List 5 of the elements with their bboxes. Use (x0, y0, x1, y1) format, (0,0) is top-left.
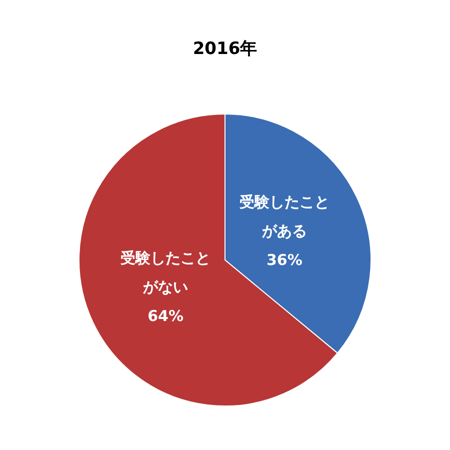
slice-label: 受験したことがある (238, 193, 330, 240)
data-label: 64% (148, 307, 184, 326)
slice-label: 受験したことがない (120, 249, 211, 296)
chart-title: 2016年 (192, 39, 258, 59)
data-label: 36% (266, 251, 302, 270)
